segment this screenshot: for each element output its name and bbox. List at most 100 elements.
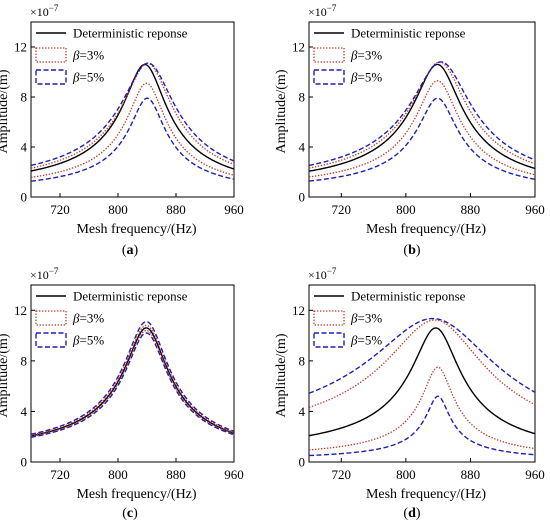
legend-label-suffix: =3%	[79, 48, 104, 63]
legend-label-suffix: =3%	[357, 48, 382, 63]
legend-swatch-box	[313, 47, 345, 63]
chart-panel-2: 720 800 880 960 0 4 8 12 ×10−7 Mesh frequency/(Hz…	[274, 3, 545, 258]
series-line-beta5-lower	[31, 97, 234, 182]
y-scale-exponent: −7	[327, 3, 337, 13]
x-tick-label: 800	[396, 467, 416, 482]
series-line-beta3-lower	[31, 82, 234, 179]
series-line-beta5-lower	[31, 332, 234, 438]
x-axis-label: Mesh frequency/(Hz)	[366, 487, 486, 502]
chart-panel-4: 720 800 880 960 0 4 8 12 ×10−7 Mesh frequency/(Hz…	[274, 266, 545, 521]
x-tick-label: 880	[461, 467, 481, 482]
series-line-deterministic	[309, 63, 535, 172]
panel-caption: (d)	[403, 506, 420, 521]
series-line-beta5-upper	[309, 61, 535, 167]
legend-greek-symbol: β	[72, 311, 80, 326]
x-tick-label: 800	[108, 202, 128, 217]
plot-frame	[308, 284, 536, 463]
legend-greek-symbol: β	[350, 333, 358, 348]
y-scale-exponent: −7	[327, 266, 337, 276]
y-tick-label: 8	[299, 353, 306, 368]
legend-label-suffix: =5%	[79, 70, 104, 85]
legend-label-suffix: =5%	[357, 70, 382, 85]
y-tick-label: 12	[292, 303, 305, 318]
series-line-beta5-lower	[309, 395, 535, 457]
y-tick-label: 4	[299, 404, 306, 419]
y-tick-label: 0	[299, 190, 306, 205]
x-axis-label: Mesh frequency/(Hz)	[76, 222, 196, 237]
y-axis-label: Amplitude/(m)	[274, 333, 289, 417]
legend-label: Deterministic reponse	[351, 289, 466, 304]
series-group	[309, 61, 535, 182]
x-axis-label: Mesh frequency/(Hz)	[76, 487, 196, 502]
plot-frame	[30, 284, 235, 463]
y-scale-exponent: −7	[49, 3, 59, 13]
y-axis-label: Amplitude/(m)	[0, 69, 11, 153]
y-scale-exponent: −7	[49, 266, 59, 276]
legend-greek-symbol: β	[72, 333, 80, 348]
x-tick-label: 960	[525, 467, 545, 482]
legend-label-suffix: =5%	[79, 333, 104, 348]
y-scale-factor: ×10−7	[30, 3, 59, 19]
legend-label: β=5%	[72, 70, 104, 85]
series-line-beta5-upper	[309, 317, 535, 394]
legend-swatch-box	[35, 310, 67, 326]
plot-frame	[30, 21, 235, 198]
series-line-beta3-upper	[309, 61, 535, 169]
x-tick-label: 960	[525, 202, 545, 217]
legend-label: β=5%	[72, 333, 104, 348]
legend-label-suffix: =3%	[357, 311, 382, 326]
series-group	[31, 62, 234, 182]
legend-label: β=3%	[350, 48, 382, 63]
legend-swatch-box	[313, 69, 345, 85]
series-line-beta3-lower	[309, 80, 535, 178]
panel-caption-letter: a	[127, 243, 134, 258]
x-tick-label: 720	[332, 467, 352, 482]
series-line-beta5-upper	[31, 320, 234, 435]
panel-caption: (c)	[122, 506, 138, 521]
series-line-beta5-lower	[309, 97, 535, 182]
legend-swatch-box	[35, 69, 67, 85]
x-tick-label: 960	[224, 467, 244, 482]
x-tick-label: 720	[50, 467, 70, 482]
legend-swatch-box	[313, 332, 345, 348]
x-tick-label: 720	[332, 202, 352, 217]
y-tick-label: 4	[21, 140, 28, 155]
plot-frame	[308, 21, 536, 198]
y-scale-factor: ×10−7	[308, 3, 337, 19]
series-line-beta3-upper	[309, 319, 535, 408]
y-tick-label: 4	[299, 140, 306, 155]
series-line-beta3-upper	[31, 62, 234, 169]
panel-caption: (a)	[122, 243, 139, 258]
series-line-deterministic	[31, 327, 234, 437]
series-line-deterministic	[31, 63, 234, 172]
y-scale-factor: ×10−7	[30, 266, 59, 282]
y-tick-label: 8	[21, 353, 28, 368]
legend-greek-symbol: β	[350, 311, 358, 326]
x-axis-label: Mesh frequency/(Hz)	[366, 222, 486, 237]
y-tick-label: 0	[299, 455, 306, 470]
panel-caption-letter: b	[408, 243, 416, 258]
series-line-deterministic	[309, 327, 535, 437]
legend-greek-symbol: β	[350, 70, 358, 85]
panel-caption-letter: c	[127, 506, 133, 521]
legend-greek-symbol: β	[72, 70, 80, 85]
legend-swatch-box	[35, 332, 67, 348]
legend-swatch-box	[35, 47, 67, 63]
x-tick-label: 880	[166, 202, 186, 217]
y-tick-label: 8	[21, 90, 28, 105]
legend-label: β=3%	[350, 311, 382, 326]
panel-caption-letter: d	[408, 506, 416, 521]
y-tick-label: 12	[292, 40, 305, 55]
y-scale-factor: ×10−7	[308, 266, 337, 282]
x-tick-label: 800	[396, 202, 416, 217]
legend-swatch-box	[313, 310, 345, 326]
x-tick-label: 720	[50, 202, 70, 217]
legend-greek-symbol: β	[72, 48, 80, 63]
y-tick-label: 12	[14, 40, 27, 55]
y-axis-label: Amplitude/(m)	[274, 69, 289, 153]
